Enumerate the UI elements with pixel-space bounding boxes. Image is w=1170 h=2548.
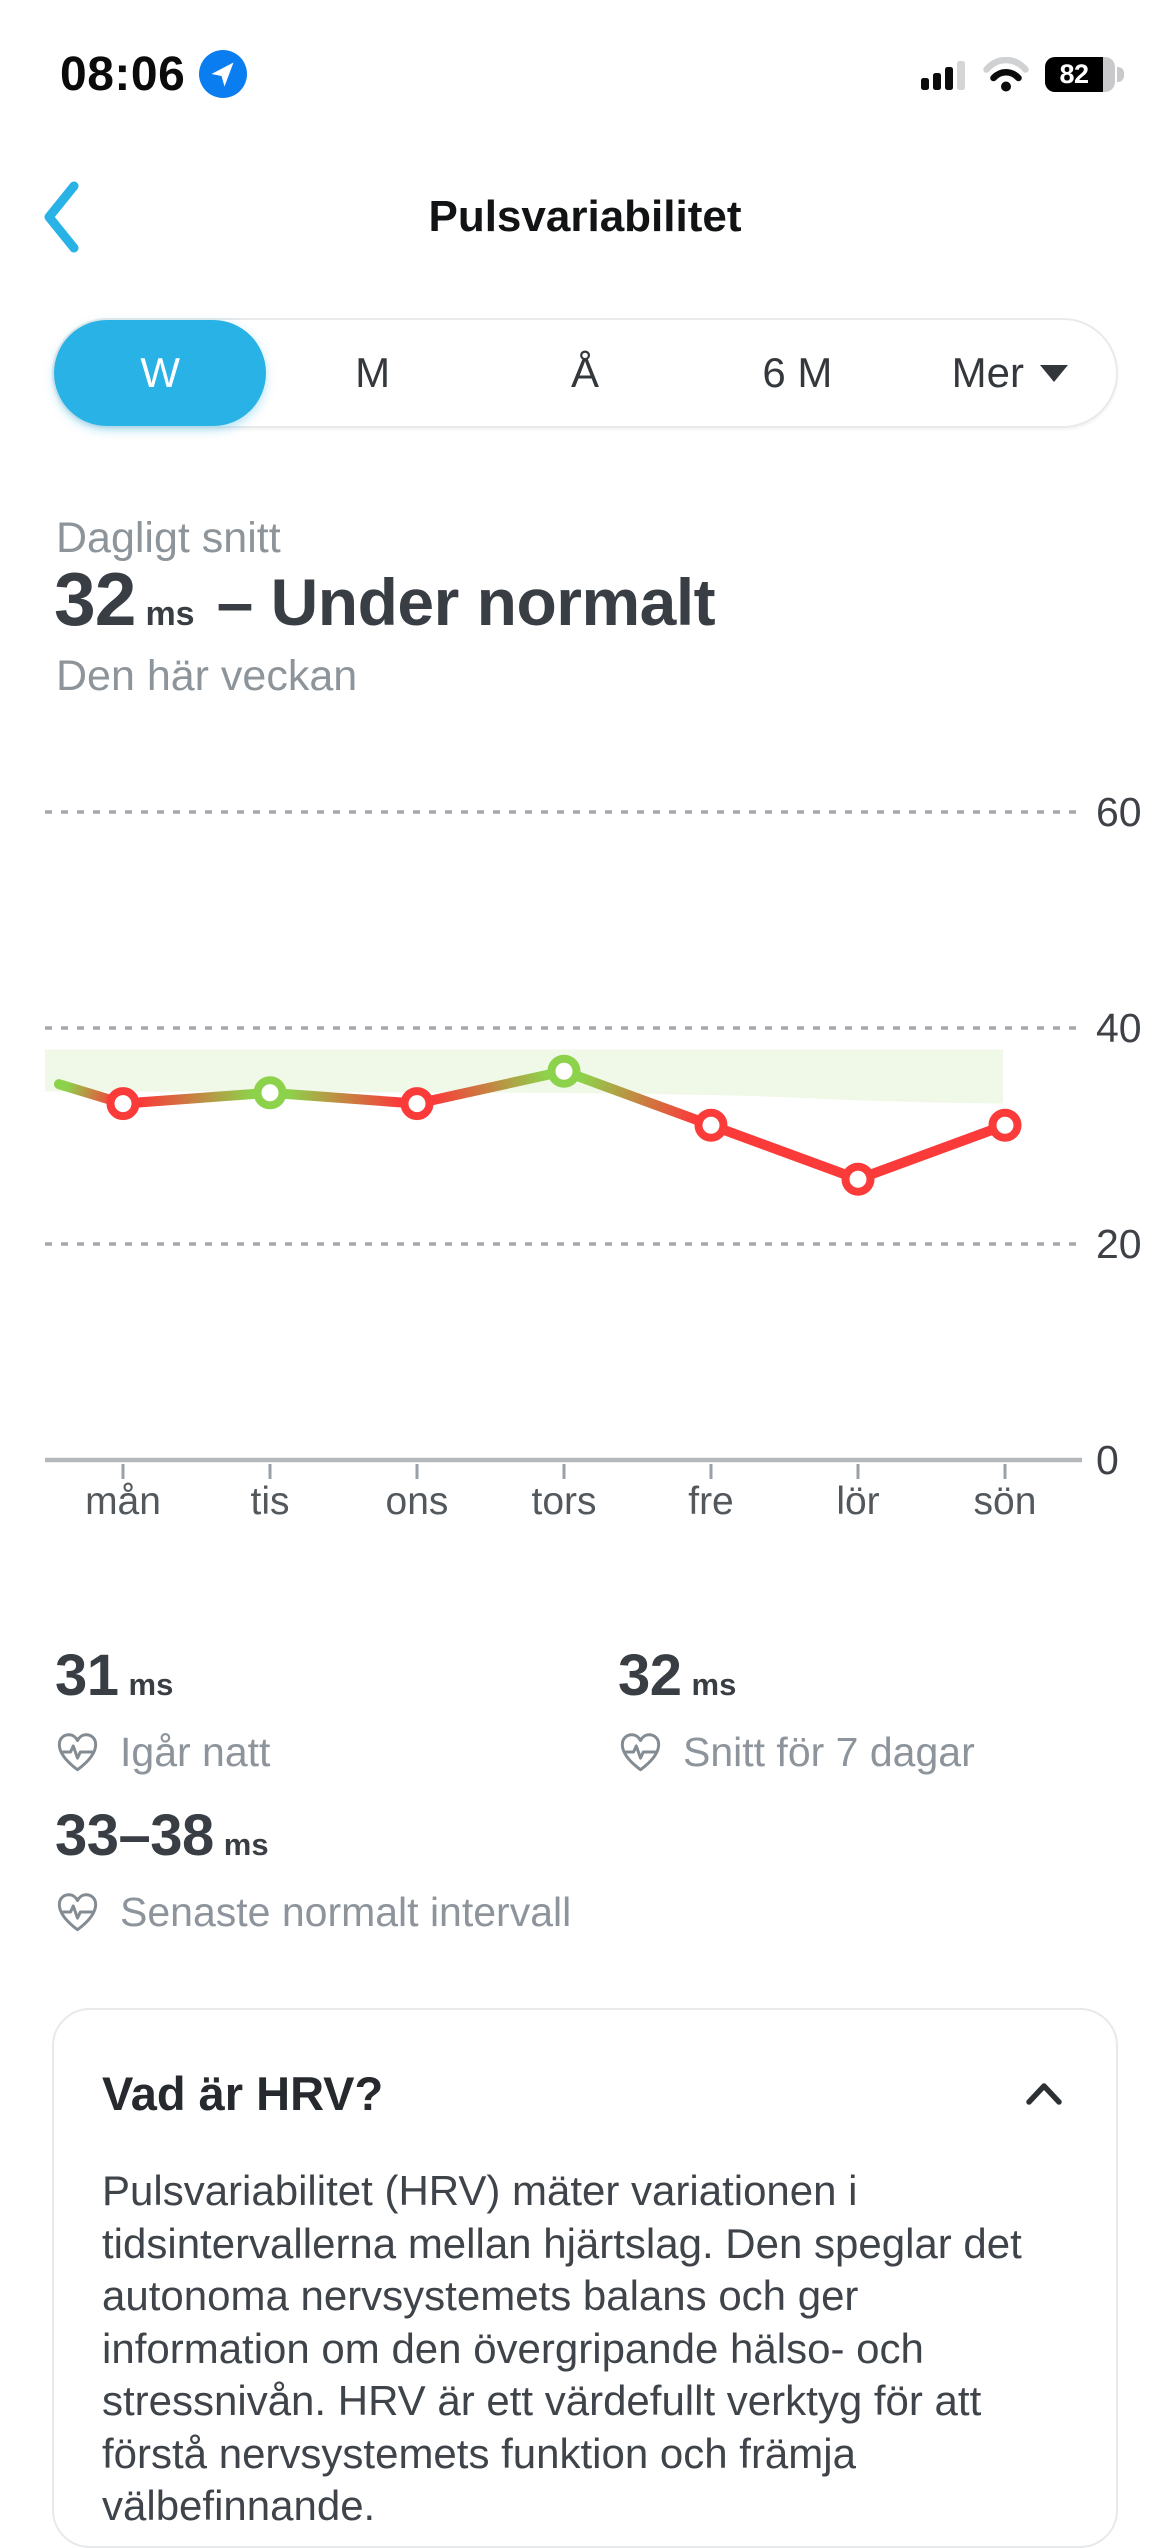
summary-value: 32 [54,557,136,641]
cellular-signal-icon [921,57,967,91]
heart-pulse-icon [57,1733,98,1772]
segment-month-label: M [355,349,391,396]
series-segment [853,1120,1010,1185]
x-tick-label: tis [251,1480,290,1523]
summary-period: Den här veckan [56,652,358,700]
data-point-marker[interactable] [841,1162,875,1196]
summary-qualifier: – Under normalt [216,565,716,639]
y-tick-label: 40 [1096,1005,1142,1051]
segment-more-label: Mer [951,349,1024,396]
x-tick-label: lör [836,1480,879,1523]
data-point-marker[interactable] [547,1054,581,1088]
stat-7day-average-label: Snitt för 7 dagar [683,1729,975,1775]
clock-time: 08:06 [60,47,186,101]
back-button[interactable] [38,180,86,256]
battery-percent: 82 [1059,58,1089,89]
x-tick-label: mån [85,1480,161,1523]
hrv-info-card-body: Pulsvariabilitet (HRV) mäter variationen… [102,2167,1022,2529]
x-tick-label: fre [688,1480,734,1523]
data-point-marker[interactable] [400,1087,434,1121]
data-point-marker[interactable] [694,1108,728,1142]
period-segmented-control: W M Å 6 M Mer [52,318,1118,428]
status-right: 82 [921,56,1124,92]
segment-year[interactable]: Å [479,320,691,426]
stat-normal-interval-unit: ms [223,1827,269,1862]
data-point-marker[interactable] [106,1087,140,1121]
segment-week[interactable]: W [54,320,267,426]
chevron-down-icon [1040,364,1068,382]
heart-pulse-icon [57,1893,98,1932]
battery-icon: 82 [1045,56,1124,92]
hrv-week-chart[interactable]: 0 20 40 60 mån tis ons tors fre lör sön [0,760,1170,1535]
data-point-marker[interactable] [988,1108,1022,1142]
location-services-icon [199,50,248,98]
stat-7day-average: 32 ms Snitt för 7 dagar [618,1642,975,1776]
stat-last-night-value: 31 [55,1643,119,1708]
stat-last-night: 31 ms Igår natt [55,1642,270,1776]
series-segment [706,1120,863,1185]
hrv-info-card: Vad är HRV? Pulsvariabilitet (HRV) mäter… [52,2008,1118,2548]
chevron-up-icon[interactable] [1024,2081,1064,2107]
series-segment [559,1066,716,1131]
segment-6months[interactable]: 6 M [691,320,903,426]
series-segment [118,1087,275,1109]
y-tick-label: 0 [1096,1437,1119,1483]
x-tick-label: sön [974,1480,1037,1523]
nav-bar: Pulsvariabilitet [0,178,1170,258]
summary-unit: ms [145,595,195,633]
series-segment [412,1066,569,1109]
stat-7day-average-value: 32 [618,1643,682,1708]
status-left: 08:06 [60,47,248,102]
segment-6months-label: 6 M [762,349,833,396]
segment-week-label: W [140,349,181,396]
y-tick-label: 20 [1096,1221,1142,1267]
battery-nub [1117,66,1124,82]
hrv-info-card-header[interactable]: Vad är HRV? [54,2010,1116,2121]
segment-month[interactable]: M [266,320,478,426]
page-title: Pulsvariabilitet [428,192,742,241]
y-tick-label: 60 [1096,789,1142,835]
stat-last-night-unit: ms [128,1667,174,1702]
data-point-marker[interactable] [253,1076,287,1110]
series-segment [265,1087,422,1109]
segment-more[interactable]: Mer [904,320,1116,426]
summary-value-row: 32 ms – Under normalt [54,556,716,642]
wifi-icon [983,56,1029,92]
stat-7day-average-unit: ms [691,1667,737,1702]
x-tick-label: ons [386,1480,449,1523]
heart-pulse-icon [620,1733,661,1772]
x-tick-label: tors [531,1480,596,1523]
summary-label: Dagligt snitt [56,514,281,562]
segment-year-label: Å [571,349,600,396]
status-bar: 08:06 [0,38,1170,110]
stat-last-night-label: Igår natt [120,1729,271,1775]
hrv-info-card-title: Vad är HRV? [102,2067,384,2120]
stat-normal-interval-value: 33–38 [55,1803,214,1868]
stat-normal-interval-label: Senaste normalt intervall [120,1889,572,1935]
stat-normal-interval: 33–38 ms Senaste normalt intervall [55,1802,571,1936]
